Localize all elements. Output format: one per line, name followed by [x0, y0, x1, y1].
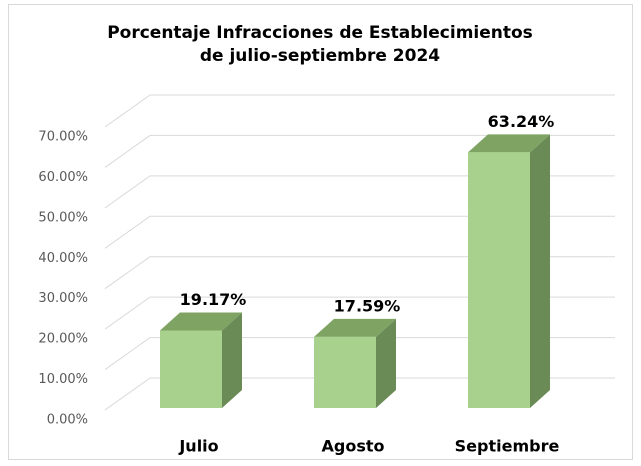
- y-tick-label: 60.00%: [38, 170, 88, 185]
- grid-line-side: [104, 256, 151, 290]
- x-tick-label: Septiembre: [455, 437, 560, 456]
- chart-title: Porcentaje Infracciones de Establecimien…: [107, 23, 533, 66]
- y-tick-label: 20.00%: [38, 332, 88, 347]
- bar-side: [530, 134, 550, 408]
- bar-side: [222, 312, 242, 408]
- bar-side: [376, 318, 396, 408]
- bar-top: [314, 318, 396, 337]
- value-label: 63.24%: [488, 112, 555, 131]
- grid-line-side: [104, 135, 151, 168]
- value-label: 19.17%: [180, 290, 247, 309]
- bar-top: [160, 312, 242, 331]
- value-label: 17.59%: [334, 296, 401, 315]
- bar-top: [468, 134, 550, 153]
- chart-frame: [8, 4, 633, 460]
- y-tick-label: 40.00%: [38, 251, 88, 266]
- y-tick-label: 0.00%: [47, 413, 88, 428]
- bar: [314, 336, 376, 408]
- grid-line-side: [104, 337, 151, 370]
- grid-line-side: [104, 94, 151, 128]
- x-tick-label: Agosto: [322, 437, 385, 456]
- bar: [160, 330, 222, 408]
- grid-line-side: [104, 215, 151, 249]
- y-tick-label: 30.00%: [38, 291, 88, 306]
- y-tick-label: 50.00%: [38, 210, 88, 225]
- grid-line-side: [104, 296, 151, 330]
- y-tick-label: 70.00%: [38, 130, 88, 145]
- y-tick-label: 10.00%: [38, 372, 88, 387]
- grid-line-side: [104, 175, 151, 209]
- bar: [468, 152, 530, 408]
- grid-line-side: [104, 377, 151, 411]
- x-tick-label: Julio: [178, 437, 218, 456]
